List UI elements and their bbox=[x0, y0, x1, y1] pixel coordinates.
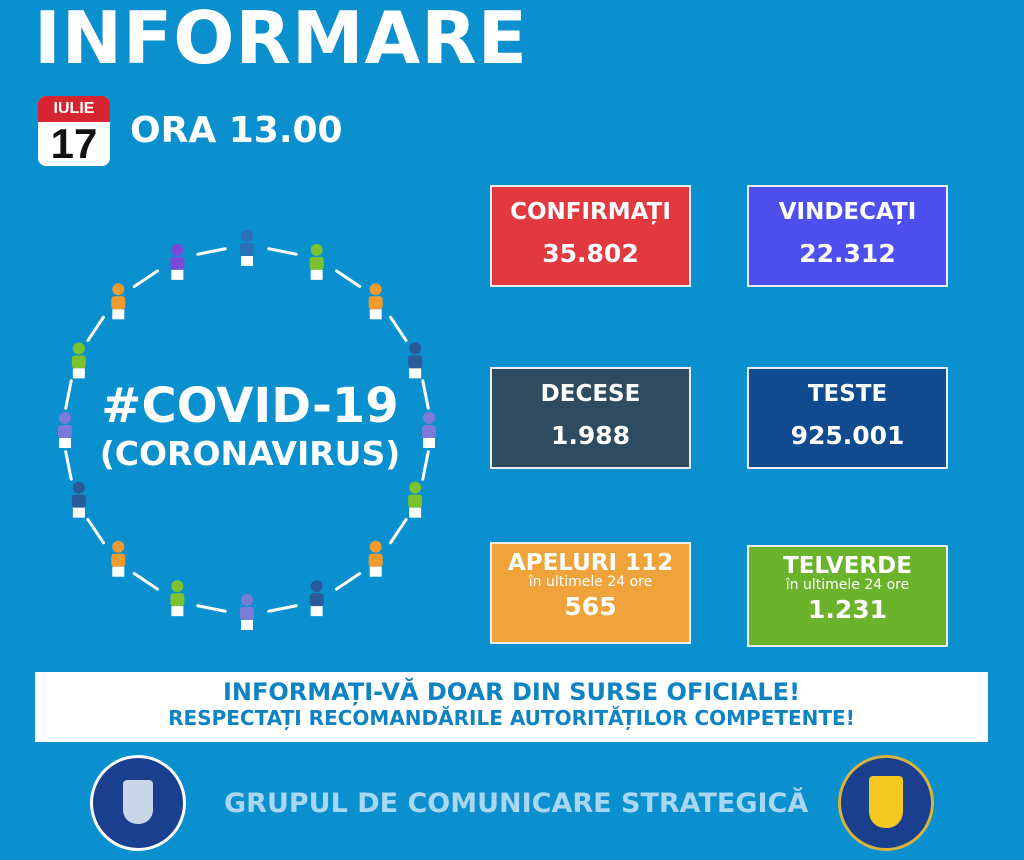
stat-label: DECESE bbox=[540, 381, 641, 407]
calendar-day: 17 bbox=[50, 120, 98, 166]
footer-text: GRUPUL DE COMUNICARE STRATEGICĂ bbox=[224, 788, 809, 819]
person-icon bbox=[368, 540, 383, 577]
stat-teste: TESTE 925.001 bbox=[747, 367, 948, 469]
arrow-icon bbox=[389, 517, 408, 545]
arrow-icon bbox=[86, 315, 105, 343]
covid-subtitle: (CORONAVIRUS) bbox=[99, 434, 401, 473]
arrow-icon bbox=[64, 450, 73, 481]
person-icon bbox=[71, 342, 86, 379]
arrow-icon bbox=[267, 247, 298, 256]
eagle-icon bbox=[123, 780, 153, 824]
arrow-icon bbox=[389, 315, 408, 343]
person-icon bbox=[309, 580, 324, 617]
arrow-icon bbox=[196, 247, 227, 256]
stat-confirmati: CONFIRMAȚI 35.802 bbox=[490, 185, 691, 287]
stat-value: 925.001 bbox=[790, 421, 905, 450]
stat-telverde: TELVERDE în ultimele 24 ore 1.231 bbox=[747, 545, 948, 647]
report-time: ORA 13.00 bbox=[130, 110, 343, 151]
arrow-icon bbox=[196, 604, 227, 613]
person-icon bbox=[240, 230, 254, 266]
advice-banner: INFORMAȚI-VĂ DOAR DIN SURSE OFICIALE! RE… bbox=[35, 672, 988, 742]
arrow-icon bbox=[334, 269, 362, 288]
stat-vindecati: VINDECAȚI 22.312 bbox=[747, 185, 948, 287]
stat-label: CONFIRMAȚI bbox=[510, 199, 671, 225]
person-icon bbox=[408, 481, 423, 518]
people-ring-illustration bbox=[58, 230, 436, 630]
arrow-icon bbox=[421, 450, 430, 481]
person-icon bbox=[170, 243, 185, 280]
person-icon bbox=[170, 580, 185, 617]
stat-value: 1.231 bbox=[807, 595, 888, 624]
person-icon bbox=[240, 594, 254, 630]
banner-line-1: INFORMAȚI-VĂ DOAR DIN SURSE OFICIALE! bbox=[222, 678, 801, 706]
dsu-seal-logo bbox=[838, 755, 934, 851]
page-title: INFORMARE bbox=[34, 0, 528, 80]
stat-apeluri-112: APELURI 112 în ultimele 24 ore 565 bbox=[490, 542, 691, 644]
arrow-icon bbox=[132, 269, 160, 288]
calendar-month: IULIE bbox=[38, 96, 110, 122]
arrow-icon bbox=[64, 379, 73, 410]
arrow-icon bbox=[421, 379, 430, 410]
stat-value: 1.988 bbox=[550, 421, 631, 450]
person-icon bbox=[309, 243, 324, 280]
person-icon bbox=[111, 283, 126, 320]
person-icon bbox=[58, 412, 72, 448]
arrow-icon bbox=[334, 572, 362, 591]
person-icon bbox=[422, 412, 436, 448]
eagle-icon bbox=[869, 776, 903, 828]
stat-sublabel: în ultimele 24 ore bbox=[528, 574, 653, 590]
stat-decese: DECESE 1.988 bbox=[490, 367, 691, 469]
person-icon bbox=[408, 342, 423, 379]
person-icon bbox=[71, 481, 86, 518]
stat-value: 22.312 bbox=[799, 239, 896, 268]
covid-hashtag: #COVID-19 bbox=[101, 378, 399, 434]
stat-label: VINDECAȚI bbox=[778, 199, 917, 225]
calendar-icon: IULIE 17 bbox=[38, 96, 110, 166]
banner-line-2: RESPECTAȚI RECOMANDĂRILE AUTORITĂȚILOR C… bbox=[168, 706, 855, 730]
covid-label: #COVID-19 (CORONAVIRUS) bbox=[60, 378, 440, 473]
arrow-icon bbox=[267, 604, 298, 613]
stat-label: APELURI 112 bbox=[507, 550, 674, 576]
stat-label: TESTE bbox=[807, 381, 888, 407]
arrow-icon bbox=[132, 572, 160, 591]
government-seal-logo bbox=[90, 755, 186, 851]
person-icon bbox=[111, 540, 126, 577]
stat-value: 35.802 bbox=[542, 239, 639, 268]
stat-label: TELVERDE bbox=[783, 553, 912, 579]
stat-sublabel: în ultimele 24 ore bbox=[785, 577, 910, 593]
arrow-icon bbox=[86, 517, 105, 545]
person-icon bbox=[368, 283, 383, 320]
stat-value: 565 bbox=[564, 592, 617, 621]
